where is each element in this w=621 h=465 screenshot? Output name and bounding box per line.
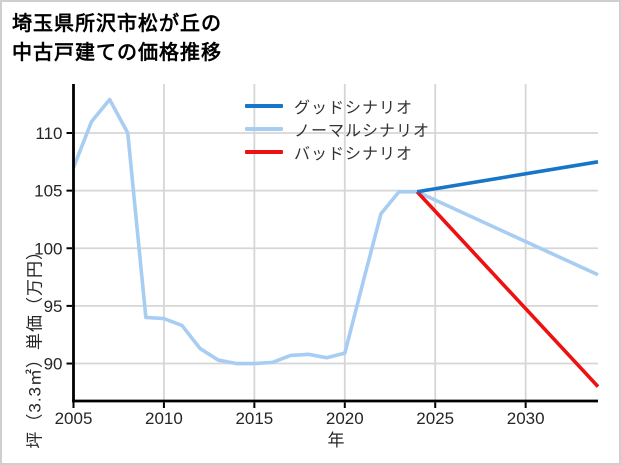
x-tick-label: 2020 xyxy=(326,409,364,428)
legend-label-good: グッドシナリオ xyxy=(294,99,414,117)
series-line-1 xyxy=(71,97,599,366)
y-tick-label: 110 xyxy=(35,124,62,143)
x-tick-label: 2005 xyxy=(55,409,93,428)
x-tick-label: 2030 xyxy=(507,409,545,428)
y-tick-label: 95 xyxy=(44,297,63,316)
x-tick-label: 2015 xyxy=(235,409,273,428)
x-tick-label: 2025 xyxy=(416,409,454,428)
legend: グッドシナリオ ノーマルシナリオ バッドシナリオ xyxy=(245,98,430,163)
y-tick-label: 100 xyxy=(34,239,62,258)
series-line-0 xyxy=(416,160,599,194)
series-line-2 xyxy=(415,190,600,388)
legend-item-bad: バッドシナリオ xyxy=(245,144,430,163)
y-tick-label: 90 xyxy=(44,355,63,374)
chart-title-line1: 埼玉県所沢市松が丘の xyxy=(12,13,222,35)
legend-item-normal: ノーマルシナリオ xyxy=(245,121,430,140)
y-axis-label: 坪（3.3㎡）単価（万円） xyxy=(25,242,45,449)
x-axis-label: 年 xyxy=(327,431,345,450)
chart-title: 埼玉県所沢市松が丘の 中古戸建ての価格推移 xyxy=(12,10,222,68)
legend-label-normal: ノーマルシナリオ xyxy=(294,122,431,140)
normal-scenario-line-swatch xyxy=(245,126,283,131)
chart-title-line2: 中古戸建ての価格推移 xyxy=(12,42,222,64)
bad-scenario-line-swatch xyxy=(245,149,283,154)
good-scenario-line-swatch xyxy=(245,103,283,108)
x-tick-label: 2010 xyxy=(145,409,183,428)
legend-label-bad: バッドシナリオ xyxy=(294,145,414,163)
legend-item-good: グッドシナリオ xyxy=(245,98,430,117)
y-tick-label: 105 xyxy=(34,182,62,201)
